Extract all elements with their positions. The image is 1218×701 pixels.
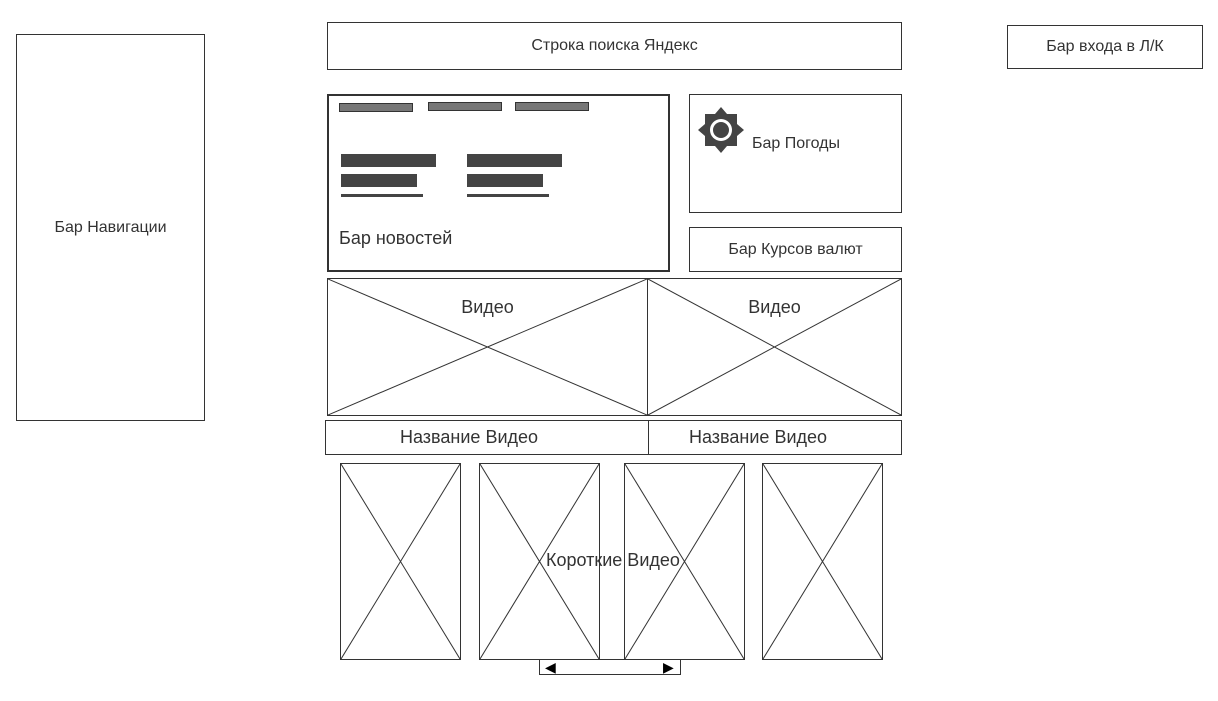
news-bar-label: Бар новостей: [339, 228, 453, 248]
video-placeholder[interactable]: Видео: [647, 278, 902, 416]
news-headline-line: [467, 174, 543, 187]
currency-bar: Бар Курсов валют: [689, 227, 902, 272]
short-video-placeholder[interactable]: [340, 463, 461, 660]
login-bar-label: Бар входа в Л/К: [1046, 38, 1164, 55]
video-placeholder-cross: [328, 279, 647, 415]
search-bar-label: Строка поиска Яндекс: [531, 37, 698, 54]
video-placeholder[interactable]: Видео: [327, 278, 648, 416]
short-videos-label: Короткие Видео: [546, 550, 680, 570]
scroll-right-arrow-icon[interactable]: ▶: [663, 658, 674, 675]
currency-bar-label: Бар Курсов валют: [728, 240, 863, 258]
login-bar[interactable]: Бар входа в Л/К: [1007, 25, 1203, 69]
news-headline-line: [341, 174, 417, 187]
scroll-left-arrow-icon[interactable]: ◀: [545, 658, 556, 675]
short-video-cross: [341, 464, 460, 659]
short-video-placeholder[interactable]: [762, 463, 883, 660]
short-video-cross: [480, 464, 599, 659]
navigation-bar-label: Бар Навигации: [54, 218, 167, 236]
video-title[interactable]: Название Видео: [400, 427, 539, 447]
short-videos-scroller: ◀ ▶: [539, 659, 681, 675]
search-bar[interactable]: Строка поиска Яндекс: [327, 22, 902, 70]
video-label: Видео: [461, 297, 514, 317]
news-headline-line: [341, 154, 436, 167]
video-title-divider: [648, 421, 649, 454]
weather-bar-label: Бар Погоды: [752, 135, 841, 152]
video-titles-row: Название Видео Название Видео: [325, 420, 902, 455]
short-video-placeholder[interactable]: [479, 463, 600, 660]
news-link-underline[interactable]: [467, 194, 549, 197]
navigation-bar: Бар Навигации: [16, 34, 205, 421]
news-headline-line: [467, 154, 562, 167]
news-tab[interactable]: [428, 102, 502, 111]
short-video-cross: [763, 464, 882, 659]
news-tab[interactable]: [339, 103, 413, 112]
short-video-placeholder[interactable]: [624, 463, 745, 660]
video-title[interactable]: Название Видео: [689, 427, 828, 447]
short-video-cross: [625, 464, 744, 659]
news-tab[interactable]: [515, 102, 589, 111]
news-bar: Бар новостей: [327, 94, 670, 272]
gear-icon: [698, 107, 744, 153]
weather-bar: Бар Погоды: [689, 94, 902, 213]
news-link-underline[interactable]: [341, 194, 423, 197]
video-label: Видео: [748, 297, 801, 317]
video-placeholder-cross: [648, 279, 901, 415]
